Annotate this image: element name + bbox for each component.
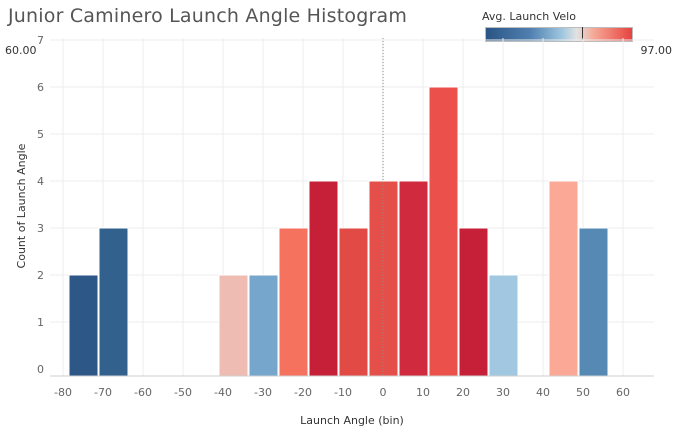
x-axis-ticks: -80 -70 -60 -50 -40 -30 -20 -10 0 10 20 30 40 50 60 <box>54 386 630 399</box>
x-tick-label: 0 <box>380 386 387 399</box>
legend-marker <box>582 27 583 40</box>
x-tick-label: -40 <box>214 386 232 399</box>
x-tick-label: -70 <box>94 386 112 399</box>
chart-title: Junior Caminero Launch Angle Histogram <box>8 5 408 27</box>
x-tick-label: -50 <box>174 386 192 399</box>
y-tick-label: 0 <box>37 363 44 376</box>
x-tick-label: 30 <box>496 386 510 399</box>
x-tick-label: -30 <box>254 386 272 399</box>
x-tick-label: -10 <box>334 386 352 399</box>
x-tick-label: -20 <box>294 386 312 399</box>
histogram-bar[interactable] <box>98 227 129 377</box>
histogram-bar[interactable] <box>338 227 369 377</box>
histogram-bar[interactable] <box>68 274 99 377</box>
y-tick-label: 2 <box>37 269 44 282</box>
histogram-bar[interactable] <box>428 86 459 377</box>
x-tick-label: -60 <box>134 386 152 399</box>
x-tick-label: -80 <box>54 386 72 399</box>
histogram-bar[interactable] <box>218 274 249 377</box>
color-legend[interactable]: Avg. Launch Velo <box>480 10 633 42</box>
histogram-bar[interactable] <box>458 227 489 377</box>
histogram-bars <box>68 86 609 377</box>
x-tick-label: 20 <box>456 386 470 399</box>
x-axis-label: Launch Angle (bin) <box>300 414 404 427</box>
histogram-bar[interactable] <box>248 274 279 377</box>
y-tick-label: 6 <box>37 81 44 94</box>
x-tick-label: 50 <box>576 386 590 399</box>
histogram-bar[interactable] <box>398 180 429 377</box>
legend-min-label: 60.00 <box>5 44 37 57</box>
histogram-bar[interactable] <box>278 227 309 377</box>
y-tick-label: 4 <box>37 175 44 188</box>
legend-max-label: 97.00 <box>640 44 673 57</box>
histogram-bar[interactable] <box>488 274 519 377</box>
y-tick-label: 3 <box>37 222 44 235</box>
histogram-bar[interactable] <box>308 180 339 377</box>
histogram-bar[interactable] <box>578 227 609 377</box>
y-axis-label: Count of Launch Angle <box>15 143 28 268</box>
x-tick-label: 10 <box>416 386 430 399</box>
histogram-bar[interactable] <box>548 180 579 377</box>
legend-gradient[interactable] <box>485 27 633 42</box>
y-tick-label: 1 <box>37 316 44 329</box>
legend-title: Avg. Launch Velo <box>482 10 576 23</box>
y-tick-label: 5 <box>37 128 44 141</box>
x-tick-label: 60 <box>616 386 630 399</box>
x-tick-label: 40 <box>536 386 550 399</box>
y-tick-label: 7 <box>37 34 44 47</box>
y-axis-ticks: 0 1 2 3 4 5 6 7 <box>37 34 44 376</box>
